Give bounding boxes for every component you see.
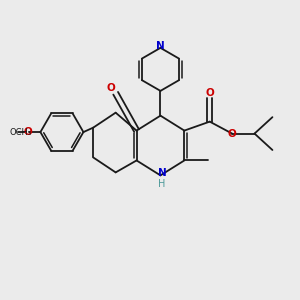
Text: N: N [158,168,166,178]
Text: O: O [206,88,215,98]
Text: O: O [228,129,236,139]
Text: H: H [158,179,166,189]
Text: O: O [107,83,116,93]
Text: O: O [23,127,32,137]
Text: OCH₃: OCH₃ [10,128,32,136]
Text: N: N [156,41,165,51]
